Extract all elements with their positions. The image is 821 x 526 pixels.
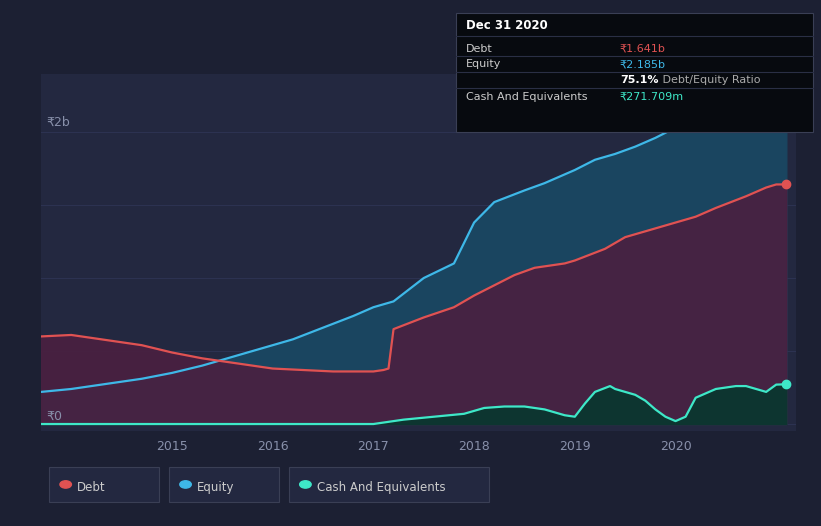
Text: ₹0: ₹0 [46,410,62,422]
Text: ₹2.185b: ₹2.185b [620,59,666,69]
Text: Equity: Equity [466,59,501,69]
Text: Cash And Equivalents: Cash And Equivalents [466,92,587,102]
Text: ₹2b: ₹2b [46,116,70,129]
Text: ₹271.709m: ₹271.709m [620,92,684,102]
Text: Debt: Debt [466,44,493,54]
Text: Equity: Equity [197,481,235,494]
Text: Debt: Debt [77,481,106,494]
Text: Dec 31 2020: Dec 31 2020 [466,19,548,32]
Text: 75.1%: 75.1% [620,75,658,85]
Text: Debt/Equity Ratio: Debt/Equity Ratio [659,75,761,85]
Text: ₹1.641b: ₹1.641b [620,44,666,54]
Text: Cash And Equivalents: Cash And Equivalents [317,481,446,494]
